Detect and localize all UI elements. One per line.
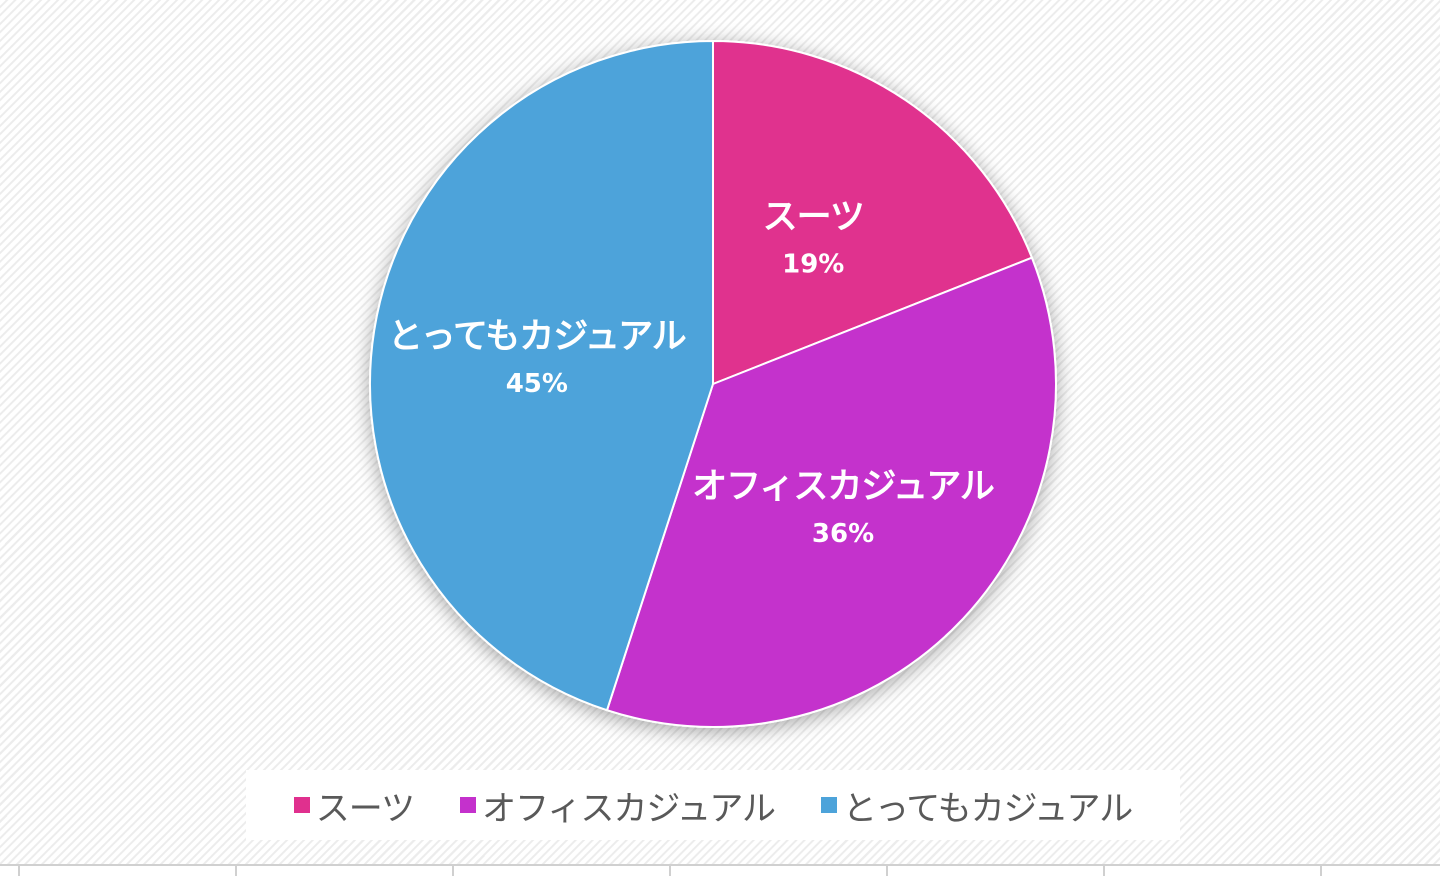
legend-item-2: とってもカジュアル bbox=[821, 781, 1133, 830]
data-label-value-1: 36% bbox=[812, 519, 874, 549]
column-divider bbox=[886, 866, 888, 876]
legend-label-1: オフィスカジュアル bbox=[482, 788, 776, 829]
legend-swatch-2 bbox=[821, 797, 838, 813]
pie-data-labels: スーツ 19% オフィスカジュアル 36% とってもカジュアル 45% bbox=[388, 197, 995, 549]
column-divider bbox=[452, 866, 454, 876]
data-label-value-2: 45% bbox=[506, 369, 568, 399]
spreadsheet-column-edge bbox=[0, 864, 1440, 876]
data-label-category-2: とってもカジュアル bbox=[388, 317, 686, 357]
data-label-value-0: 19% bbox=[782, 249, 844, 279]
legend-swatch-1 bbox=[460, 797, 477, 813]
column-divider bbox=[1103, 866, 1105, 876]
legend: スーツ オフィスカジュアル とってもカジュアル bbox=[246, 770, 1180, 840]
column-divider bbox=[18, 866, 20, 876]
data-label-category-0: スーツ bbox=[763, 197, 864, 237]
column-divider bbox=[235, 866, 237, 876]
pie-slices bbox=[369, 39, 1057, 728]
legend-swatch-0 bbox=[293, 797, 310, 813]
legend-label-0: スーツ bbox=[315, 788, 415, 829]
pie-slice-1 bbox=[605, 256, 1057, 728]
pie-slice-2 bbox=[369, 39, 714, 712]
legend-label-2: とってもカジュアル bbox=[843, 788, 1133, 829]
data-label-category-1: オフィスカジュアル bbox=[692, 467, 994, 507]
column-divider bbox=[669, 866, 671, 876]
pie-slice-0 bbox=[712, 39, 1034, 386]
legend-item-1: オフィスカジュアル bbox=[460, 781, 776, 830]
legend-item-0: スーツ bbox=[293, 781, 415, 830]
column-divider bbox=[1320, 866, 1322, 876]
